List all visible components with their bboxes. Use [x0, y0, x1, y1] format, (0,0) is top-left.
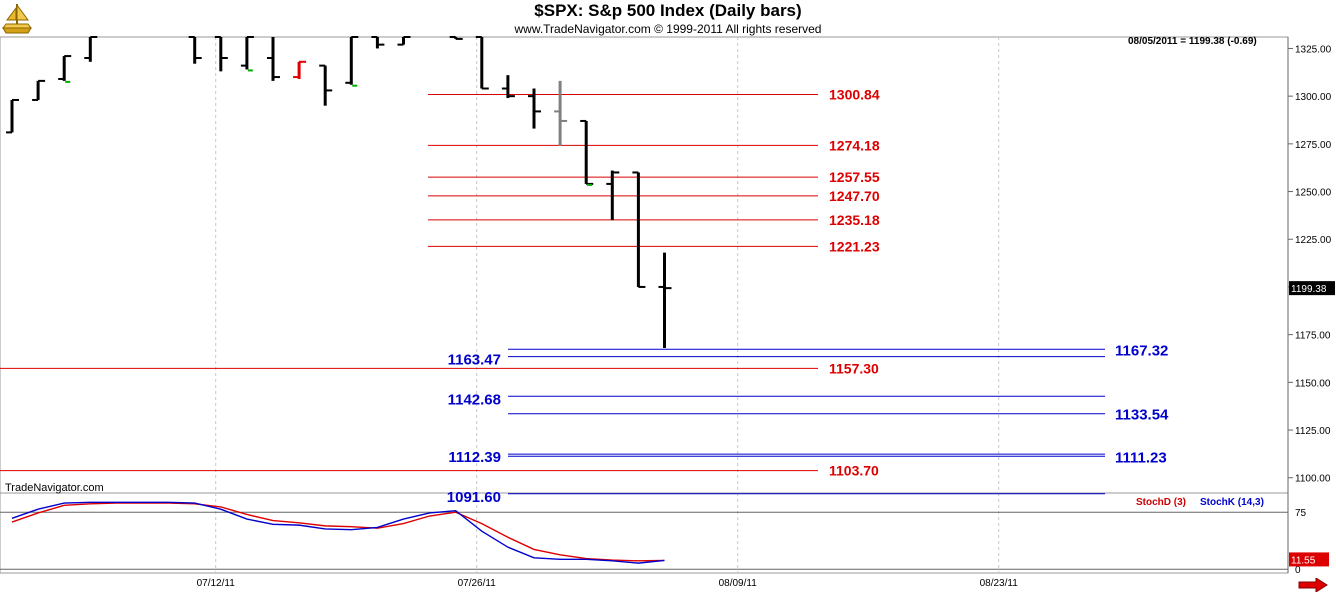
- ohlc-bar: [84, 36, 98, 62]
- red-level-label: 1221.23: [829, 238, 880, 254]
- stoch-tick-label: 0: [1295, 565, 1301, 576]
- ohlc-bar: [632, 171, 646, 288]
- ohlc-bar: [319, 64, 333, 106]
- price-tick-label: 1150.00: [1295, 378, 1331, 389]
- ohlc-bar: [188, 36, 202, 64]
- stoch-k-legend: StochK (14,3): [1200, 497, 1264, 508]
- ohlc-bar: [6, 98, 19, 134]
- red-level-label: 1235.18: [829, 212, 880, 228]
- stoch-value-label: 11.55: [1291, 555, 1316, 566]
- red-level-label: 1103.70: [829, 463, 879, 479]
- date-tick-label: 07/26/11: [458, 578, 497, 589]
- right-arrow-icon[interactable]: [1298, 578, 1328, 592]
- ohlc-bar: [58, 55, 72, 83]
- ohlc-bar: [371, 36, 385, 49]
- ohlc-bar: [606, 170, 620, 221]
- chart-title: $SPX: S&p 500 Index (Daily bars): [534, 1, 802, 20]
- current-price-box: [1289, 281, 1335, 296]
- stoch-k-line: [11, 501, 665, 564]
- blue-level-label: 1167.32: [1115, 342, 1168, 359]
- red-level-label: 1247.70: [829, 188, 880, 204]
- blue-level-label: 1163.47: [448, 352, 501, 369]
- brand-label: TradeNavigator.com: [5, 482, 104, 494]
- ohlc-bar: [32, 79, 46, 101]
- price-tick-label: 1125.00: [1295, 426, 1331, 437]
- price-tick-label: 1100.00: [1295, 474, 1331, 485]
- date-tick-label: 07/12/11: [197, 578, 236, 589]
- stoch-tick-label: 75: [1295, 508, 1307, 519]
- ohlc-bar: [449, 36, 463, 40]
- blue-level-label: 1142.68: [448, 391, 501, 408]
- price-tick-label: 1300.00: [1295, 92, 1332, 103]
- price-tick-label: 1250.00: [1295, 188, 1332, 199]
- copyright-subtitle: www.TradeNavigator.com © 1999-2011 All r…: [514, 22, 822, 36]
- ohlc-bar: [267, 37, 280, 81]
- ohlc-bar: [475, 36, 489, 90]
- ohlc-bar: [240, 36, 254, 72]
- trade-navigator-logo: [2, 3, 32, 34]
- price-tick-label: 1325.00: [1295, 44, 1332, 55]
- ohlc-bar: [214, 36, 228, 72]
- price-plot-area: [0, 36, 1289, 494]
- price-tick-label: 1175.00: [1295, 331, 1331, 342]
- ohlc-bar: [345, 36, 359, 87]
- ohlc-bar: [580, 119, 594, 186]
- date-tick-label: 08/23/11: [980, 578, 1019, 589]
- blue-level-label: 1133.54: [1115, 407, 1169, 424]
- stoch-d-line: [11, 502, 665, 562]
- price-tick-label: 1225.00: [1295, 235, 1332, 246]
- quote-readout: 08/05/2011 = 1199.38 (-0.69): [1128, 36, 1257, 47]
- ohlc-bar: [528, 88, 541, 129]
- date-tick-label: 08/09/11: [719, 578, 758, 589]
- blue-level-label: 1091.60: [447, 489, 501, 506]
- red-level-label: 1257.55: [829, 169, 880, 185]
- red-level-label: 1157.30: [829, 360, 879, 376]
- stoch-value-box: [1289, 552, 1329, 567]
- ohlc-bar: [501, 75, 515, 99]
- red-level-label: 1274.18: [829, 137, 880, 153]
- blue-level-label: 1111.23: [1115, 449, 1167, 466]
- current-price-label: 1199.38: [1291, 284, 1327, 295]
- ohlc-bar: [293, 60, 307, 79]
- blue-level-label: 1112.39: [448, 449, 501, 466]
- ohlc-bar: [554, 80, 568, 146]
- ohlc-bar: [658, 252, 672, 348]
- ohlc-bar: [397, 36, 411, 46]
- stoch-d-legend: StochD (3): [1136, 497, 1186, 508]
- price-tick-label: 1275.00: [1295, 140, 1332, 151]
- red-level-label: 1300.84: [829, 87, 880, 103]
